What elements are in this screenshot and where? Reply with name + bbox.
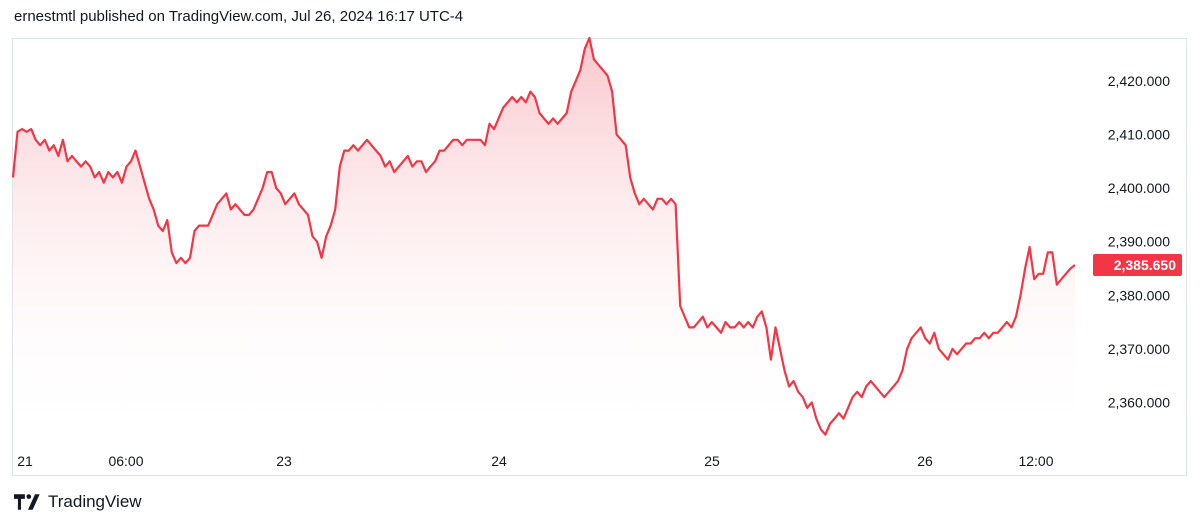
x-tick-label: 12:00	[1018, 453, 1053, 469]
footer-brand[interactable]: TradingView	[14, 492, 142, 512]
plot-area	[11, 36, 1076, 440]
y-tick-label: 2,420.000	[1108, 73, 1170, 89]
y-axis: 2,360.000 2,370.000 2,380.000 2,390.000 2,40…	[1093, 73, 1182, 410]
y-tick-label: 2,370.000	[1108, 341, 1170, 357]
x-tick-label: 25	[704, 453, 720, 469]
price-area-fill	[13, 38, 1075, 440]
x-tick-label: 24	[491, 453, 507, 469]
x-tick-label: 06:00	[108, 453, 143, 469]
x-axis: 21 06:00 23 24 25 26 12:00	[17, 453, 1054, 469]
last-value-label: 2,385.650	[1114, 257, 1176, 273]
y-tick-label: 2,360.000	[1108, 394, 1170, 410]
last-value-badge	[1093, 253, 1182, 276]
y-tick-label: 2,380.000	[1108, 287, 1170, 303]
chart-header: ernestmtl published on TradingView.com, …	[14, 8, 464, 25]
price-line	[11, 36, 1076, 436]
chart-frame	[12, 38, 1187, 476]
y-tick-label: 2,400.000	[1108, 180, 1170, 196]
x-tick-label: 23	[276, 453, 292, 469]
x-tick-label: 26	[917, 453, 933, 469]
footer-brand-label: TradingView	[48, 492, 142, 511]
y-tick-label: 2,390.000	[1108, 234, 1170, 250]
y-tick-label: 2,410.000	[1108, 126, 1170, 142]
x-tick-label: 21	[17, 453, 33, 469]
tradingview-logo-icon	[14, 494, 40, 510]
